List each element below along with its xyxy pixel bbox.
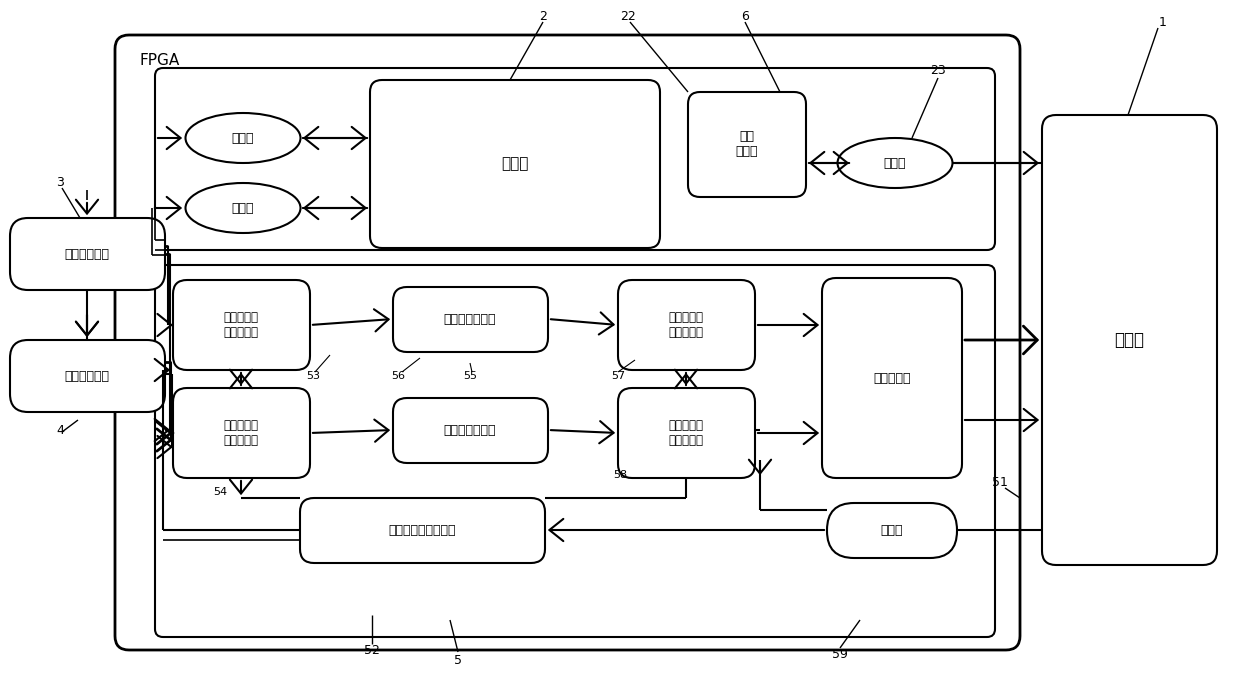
Ellipse shape (837, 138, 952, 188)
Text: 22: 22 (620, 10, 636, 22)
Text: 52: 52 (365, 643, 379, 657)
Text: 55: 55 (463, 371, 477, 381)
Text: 6: 6 (742, 10, 749, 22)
FancyBboxPatch shape (300, 498, 546, 563)
Text: 第二行缓冲
读控制单元: 第二行缓冲 读控制单元 (668, 419, 703, 447)
Text: 57: 57 (611, 371, 625, 381)
FancyBboxPatch shape (822, 278, 962, 478)
Text: 第二行缓冲单元: 第二行缓冲单元 (444, 424, 496, 436)
Ellipse shape (186, 113, 300, 163)
FancyBboxPatch shape (10, 340, 165, 412)
FancyBboxPatch shape (155, 265, 994, 637)
Text: 处理器: 处理器 (1114, 331, 1145, 349)
Text: 三态门: 三态门 (232, 132, 254, 144)
Text: 59: 59 (832, 648, 848, 661)
FancyBboxPatch shape (10, 218, 165, 290)
Text: 第一行缓冲
写控制单元: 第一行缓冲 写控制单元 (223, 311, 258, 339)
FancyBboxPatch shape (174, 388, 310, 478)
FancyBboxPatch shape (827, 503, 957, 558)
Text: 2: 2 (539, 10, 547, 22)
Text: 视频帧同步控制模块: 视频帧同步控制模块 (388, 523, 456, 537)
Text: 右摄像机模组: 右摄像机模组 (64, 369, 109, 383)
Text: 4: 4 (56, 424, 64, 436)
FancyBboxPatch shape (174, 280, 310, 370)
FancyBboxPatch shape (618, 280, 755, 370)
Text: 代理
寄存器: 代理 寄存器 (735, 130, 758, 158)
Text: 第一行缓冲
读控制单元: 第一行缓冲 读控制单元 (668, 311, 703, 339)
Text: 第一行缓冲单元: 第一行缓冲单元 (444, 312, 496, 325)
Text: 三态门: 三态门 (884, 157, 906, 169)
FancyBboxPatch shape (115, 35, 1021, 650)
Ellipse shape (186, 183, 300, 233)
Text: 三态门: 三态门 (232, 201, 254, 215)
Text: 58: 58 (613, 470, 627, 480)
Text: 51: 51 (992, 475, 1008, 489)
Text: 1: 1 (1159, 15, 1167, 29)
Text: 锁相环: 锁相环 (880, 523, 903, 537)
Text: 左摄像机模组: 左摄像机模组 (64, 247, 109, 261)
FancyBboxPatch shape (155, 68, 994, 250)
FancyBboxPatch shape (393, 398, 548, 463)
Text: 23: 23 (930, 63, 946, 77)
Text: 3: 3 (56, 176, 64, 188)
FancyBboxPatch shape (688, 92, 806, 197)
FancyBboxPatch shape (370, 80, 660, 248)
Text: 第二行缓冲
写控制单元: 第二行缓冲 写控制单元 (223, 419, 258, 447)
FancyBboxPatch shape (618, 388, 755, 478)
Text: 视频帧合成: 视频帧合成 (873, 372, 910, 385)
Text: 56: 56 (391, 371, 405, 381)
Text: 53: 53 (306, 371, 320, 381)
Text: FPGA: FPGA (140, 52, 180, 68)
Text: 5: 5 (454, 654, 463, 666)
FancyBboxPatch shape (393, 287, 548, 352)
FancyBboxPatch shape (1042, 115, 1216, 565)
Text: 54: 54 (213, 487, 227, 497)
Text: 代理器: 代理器 (501, 157, 528, 171)
